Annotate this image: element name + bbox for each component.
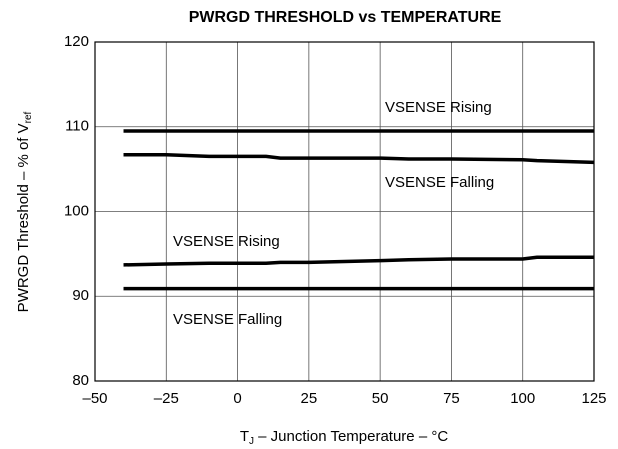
x-label-text: T: [240, 428, 249, 445]
y-tick-label: 80: [72, 372, 89, 389]
y-tick-label: 90: [72, 287, 89, 304]
y-label-text: PWRGD Threshold – % of V: [15, 123, 32, 312]
x-axis-label: TJ – Junction Temperature – °C: [240, 428, 448, 447]
x-tick-label: 0: [233, 390, 241, 407]
x-tick-label: 100: [510, 390, 535, 407]
series-label: VSENSE Rising: [173, 233, 280, 250]
x-tick-label: –50: [82, 390, 107, 407]
series-label: VSENSE Rising: [385, 99, 492, 116]
x-label-subscript: J: [249, 436, 254, 447]
x-label-rest: – Junction Temperature – °C: [254, 428, 448, 445]
x-tick-label: 50: [372, 390, 389, 407]
y-tick-label: 110: [65, 118, 89, 135]
series-line: [123, 255, 594, 267]
y-axis-label: PWRGD Threshold – % of Vref: [15, 111, 34, 312]
y-tick-label: 100: [64, 202, 89, 219]
y-tick-label: 120: [64, 33, 89, 50]
chart-title: PWRGD THRESHOLD vs TEMPERATURE: [189, 9, 502, 26]
x-tick-label: 125: [581, 390, 606, 407]
x-tick-label: 75: [443, 390, 460, 407]
x-tick-label: 25: [301, 390, 318, 407]
series-label: VSENSE Falling: [173, 311, 282, 328]
plot-frame: [94, 41, 595, 382]
x-tick-label: –25: [154, 390, 179, 407]
series-label: VSENSE Falling: [385, 174, 494, 191]
y-label-subscript: ref: [23, 111, 34, 123]
series-line: [123, 152, 595, 165]
